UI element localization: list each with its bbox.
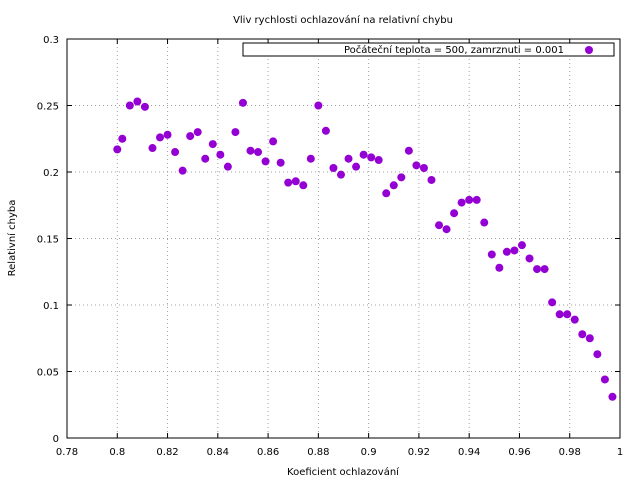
data-point [113,145,122,154]
y-tick-label: 0.3 [43,35,59,46]
data-point [367,153,376,162]
x-tick-label: 0.9 [361,447,377,458]
data-point [608,392,617,401]
x-tick-label: 0.98 [559,447,581,458]
tick-labels: 0.78 0.8 0.82 0.84 0.86 0.88 0.9 0.92 0.94 0.96 0.… [37,35,623,458]
data-point [231,128,240,137]
data-point [412,161,421,170]
data-point [291,177,300,186]
data-point [480,218,489,227]
data-point [435,221,444,230]
data-point [427,175,436,184]
data-point [276,158,285,167]
grid-lines [67,39,620,438]
y-tick-label: 0.2 [43,168,59,179]
data-point [525,254,534,263]
data-point [465,195,474,204]
data-point [457,198,466,207]
data-point [600,375,609,384]
data-point [510,246,519,255]
data-point [148,144,157,153]
x-axis-label: Koeficient ochlazování [287,466,400,478]
y-tick-label: 0.05 [37,368,59,379]
data-point [487,250,496,259]
data-point [156,133,165,142]
x-tick-label: 0.86 [257,447,279,458]
data-point [336,170,345,179]
data-point [404,146,413,155]
data-point [329,164,338,173]
data-point [578,330,587,339]
y-tick-label: 0.25 [37,102,59,113]
y-tick-label: 0.15 [37,235,59,246]
data-point [555,310,564,319]
data-point [570,315,579,324]
data-point [495,263,504,272]
x-tick-label: 0.88 [307,447,329,458]
data-point [533,265,542,274]
data-point [118,134,127,143]
data-point [389,181,398,190]
data-point [133,97,142,106]
data-point [344,154,353,163]
y-tick-label: 0 [53,434,59,445]
x-tick-label: 0.78 [56,447,78,458]
legend: Počáteční teplota = 500, zamrznuti = 0.0… [242,42,615,57]
data-point [261,157,270,166]
data-point [125,101,134,110]
data-point [216,150,225,159]
x-tick-label: 1 [617,447,623,458]
data-point [321,126,330,135]
data-point [306,154,315,163]
data-point [163,130,172,139]
data-point [186,132,195,141]
legend-label: Počáteční teplota = 500, zamrznuti = 0.0… [344,44,564,56]
data-point [201,154,210,163]
data-point [223,162,232,171]
x-tick-label: 0.92 [408,447,430,458]
data-point [284,178,293,187]
x-tick-label: 0.8 [109,447,125,458]
data-point [178,166,187,175]
data-point [540,265,549,274]
data-point [563,310,572,319]
data-point [238,98,247,107]
data-point [517,241,526,250]
data-point [193,128,202,137]
data-point [419,164,428,173]
plot-frame [66,38,621,439]
y-tick-label: 0.1 [43,301,59,312]
data-point [472,195,481,204]
legend-box [242,42,615,57]
data-point [502,247,511,256]
data-point [382,189,391,198]
x-tick-label: 0.96 [508,447,530,458]
x-tick-label: 0.82 [156,447,178,458]
data-point [374,156,383,165]
data-point [352,162,361,171]
data-point [140,102,149,111]
data-point [548,298,557,307]
data-point [442,225,451,234]
y-axis-label: Relativní chyba [6,200,18,277]
x-tick-label: 0.94 [458,447,480,458]
data-point [171,148,180,157]
chart-title: Vliv rychlosti ochlazování na relativní … [233,14,453,26]
data-point [246,146,255,155]
data-point [254,148,263,157]
data-point [269,137,278,146]
data-point [208,140,217,149]
data-point [585,334,594,343]
data-point [593,350,602,359]
data-point [299,181,308,190]
data-points [113,97,617,401]
data-point [450,209,459,218]
data-point [314,101,323,110]
data-point [359,150,368,159]
legend-marker [585,46,593,54]
data-point [397,173,406,182]
x-tick-label: 0.84 [207,447,229,458]
